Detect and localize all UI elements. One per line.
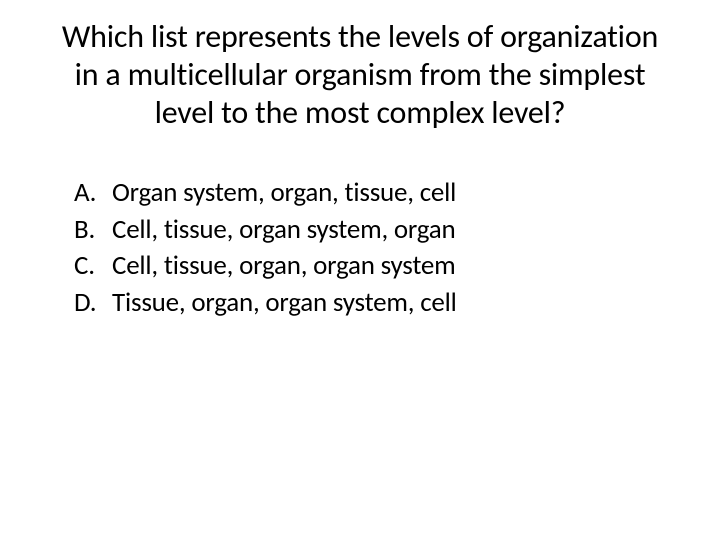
option-a: A. Organ system, organ, tissue, cell	[74, 175, 670, 211]
options-list: A. Organ system, organ, tissue, cell B. …	[74, 175, 670, 321]
option-b-text: Cell, tissue, organ system, organ	[112, 212, 670, 248]
option-c-letter: C.	[74, 248, 112, 284]
question-text: Which list represents the levels of orga…	[50, 18, 670, 131]
option-c: C. Cell, tissue, organ, organ system	[74, 248, 670, 284]
option-b-letter: B.	[74, 212, 112, 248]
option-b: B. Cell, tissue, organ system, organ	[74, 212, 670, 248]
option-d: D. Tissue, organ, organ system, cell	[74, 285, 670, 321]
option-c-text: Cell, tissue, organ, organ system	[112, 248, 670, 284]
option-a-text: Organ system, organ, tissue, cell	[112, 175, 670, 211]
option-d-text: Tissue, organ, organ system, cell	[112, 285, 670, 321]
option-d-letter: D.	[74, 285, 112, 321]
option-a-letter: A.	[74, 175, 112, 211]
